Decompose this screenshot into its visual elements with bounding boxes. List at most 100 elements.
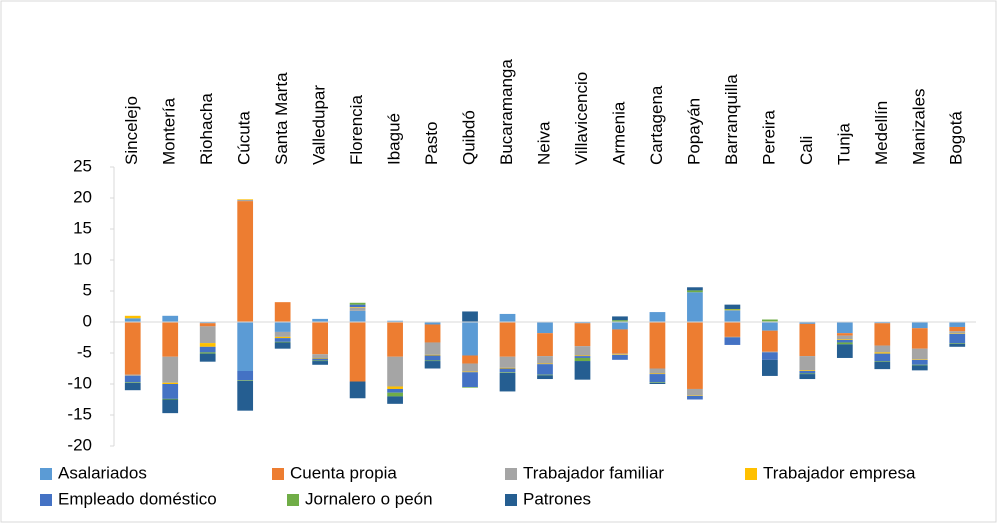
bar-segment	[649, 374, 666, 383]
bar-segment	[387, 386, 403, 389]
bar-segment	[274, 302, 291, 322]
bar-segment	[537, 374, 553, 376]
bar-segment	[949, 343, 966, 347]
bar-segment	[274, 338, 291, 342]
bar-segment	[874, 323, 891, 346]
bar-segment	[911, 328, 928, 349]
bar-segment	[274, 341, 291, 343]
bar-segment	[349, 322, 366, 382]
bar-segment	[312, 361, 329, 365]
bar-segment	[724, 337, 741, 345]
x-tick-label: Santa Marta	[272, 72, 291, 165]
bar-segment	[387, 396, 403, 404]
bar-segment	[237, 380, 254, 381]
bar-segment	[124, 374, 141, 376]
bar-segment	[724, 310, 741, 322]
bar-segment	[724, 336, 741, 338]
bar-segment	[537, 356, 553, 364]
bar-segment	[874, 361, 891, 362]
legend-label: Trabajador empresa	[763, 463, 916, 482]
bar-segment	[424, 324, 441, 343]
x-tick-label: Valledupar	[310, 85, 329, 165]
bar-segment	[949, 343, 966, 344]
bar-segment	[761, 351, 778, 353]
bar-segment	[949, 333, 966, 334]
bar-segment	[237, 370, 254, 381]
legend-swatch	[287, 494, 299, 506]
bar-segment	[349, 302, 366, 305]
bar-segment	[799, 370, 816, 371]
bar-segment	[162, 399, 179, 414]
bar-segment	[761, 319, 778, 322]
bar-segment	[874, 353, 891, 362]
bar-segment	[237, 201, 254, 322]
bar-segment	[199, 323, 216, 327]
bar-segment	[874, 345, 891, 353]
bar-segment	[199, 343, 216, 347]
x-tick-label: Manizales	[909, 88, 928, 165]
bar-segment	[911, 322, 928, 329]
bar-segment	[162, 382, 179, 384]
x-tick-label: Montería	[160, 97, 179, 165]
bar-segment	[724, 304, 741, 309]
bar-segment	[761, 359, 778, 376]
bar-segment	[499, 313, 516, 322]
legend-swatch	[505, 468, 517, 480]
bar-segment	[162, 315, 179, 322]
y-tick-label: 15	[73, 218, 92, 237]
y-tick-label: 25	[73, 156, 92, 175]
bar-segment	[349, 304, 366, 308]
bar-segment	[424, 355, 441, 361]
x-tick-label: Barranquilla	[722, 74, 741, 165]
bar-segment	[724, 322, 741, 337]
bar-segment	[949, 322, 966, 327]
x-tick-label: Riohacha	[197, 93, 216, 165]
bar-segment	[462, 371, 478, 373]
bar-segment	[574, 355, 591, 357]
x-tick-label: Tunja	[834, 123, 853, 165]
bar-segment	[874, 322, 891, 324]
y-tick-label: 20	[73, 187, 92, 206]
bar-segment	[462, 387, 478, 388]
bar-segment	[199, 346, 216, 353]
y-tick-label: 10	[73, 249, 92, 268]
bar-segment	[649, 312, 666, 322]
x-tick-label: Cali	[797, 136, 816, 165]
bar-segment	[124, 318, 141, 322]
bar-segment	[799, 373, 816, 375]
bar-segment	[499, 322, 516, 357]
bar-segment	[462, 311, 478, 322]
bar-segment	[949, 333, 966, 344]
bar-segment	[237, 380, 254, 411]
bar-segment	[199, 352, 216, 354]
bar-segment	[462, 355, 478, 364]
bar-segment	[462, 363, 478, 372]
bar-segment	[199, 353, 216, 362]
bar-segment	[687, 290, 703, 293]
bar-segment	[874, 352, 891, 354]
bar-segment	[687, 395, 703, 400]
bar-segment	[612, 320, 628, 322]
bar-segment	[649, 382, 666, 383]
bar-segment	[424, 354, 441, 356]
bar-segment	[237, 322, 254, 371]
bar-segment	[162, 384, 179, 399]
bar-segment	[349, 307, 366, 311]
x-tick-label: Villavicencio	[572, 72, 591, 165]
bar-segment	[274, 331, 291, 337]
bar-segment	[612, 316, 628, 321]
legend-label: Patrones	[523, 489, 591, 508]
bar-segment	[387, 322, 403, 357]
bar-segment	[612, 353, 628, 355]
y-tick-label: 5	[83, 280, 92, 299]
bar-segment	[387, 388, 403, 393]
bar-segment	[349, 381, 366, 399]
x-tick-label: Armenia	[609, 101, 628, 165]
bar-segment	[687, 395, 703, 396]
bar-segment	[612, 354, 628, 360]
bar-segment	[911, 364, 928, 366]
bar-segment	[687, 287, 703, 291]
bar-segment	[499, 372, 516, 373]
bar-segment	[237, 199, 254, 202]
